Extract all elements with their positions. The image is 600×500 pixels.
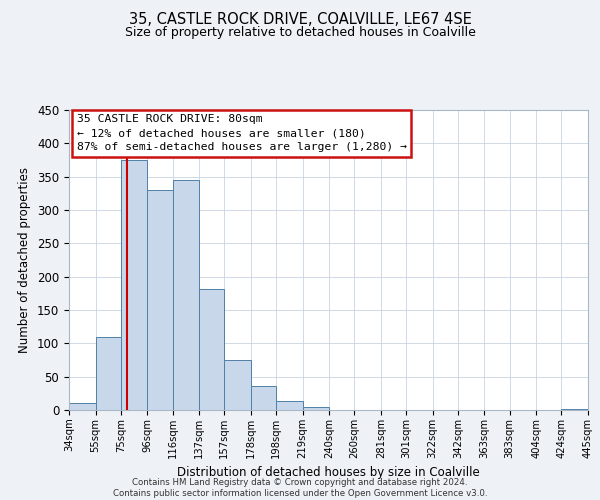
Y-axis label: Number of detached properties: Number of detached properties: [19, 167, 31, 353]
Text: Size of property relative to detached houses in Coalville: Size of property relative to detached ho…: [125, 26, 475, 39]
Bar: [302, 406, 329, 410]
X-axis label: Distribution of detached houses by size in Coalville: Distribution of detached houses by size …: [177, 466, 480, 479]
Text: Contains HM Land Registry data © Crown copyright and database right 2024.
Contai: Contains HM Land Registry data © Crown c…: [113, 478, 487, 498]
Bar: [199, 288, 224, 410]
Bar: [147, 190, 173, 410]
Bar: [276, 402, 302, 410]
Bar: [173, 180, 199, 410]
Bar: [69, 404, 95, 410]
Text: 35 CASTLE ROCK DRIVE: 80sqm
← 12% of detached houses are smaller (180)
87% of se: 35 CASTLE ROCK DRIVE: 80sqm ← 12% of det…: [77, 114, 407, 152]
Text: 35, CASTLE ROCK DRIVE, COALVILLE, LE67 4SE: 35, CASTLE ROCK DRIVE, COALVILLE, LE67 4…: [128, 12, 472, 28]
Bar: [95, 336, 121, 410]
Bar: [251, 386, 276, 410]
Bar: [121, 160, 147, 410]
Bar: [224, 360, 251, 410]
